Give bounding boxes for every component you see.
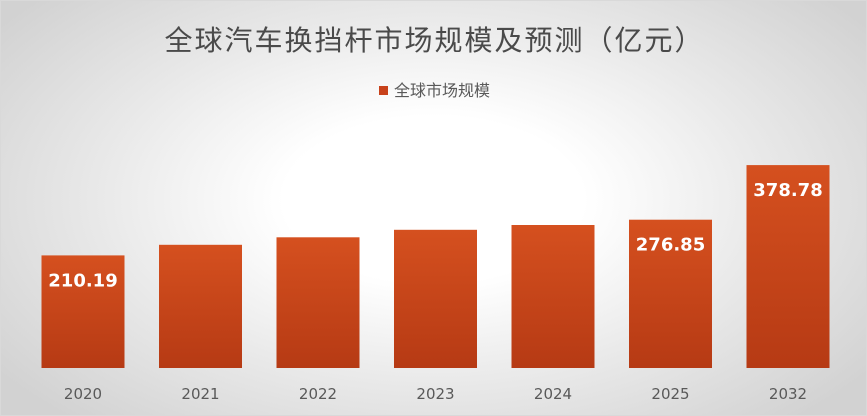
value-labels-layer: 210.19 276.85 378.78	[48, 180, 822, 291]
x-tick-2021: 2021	[181, 385, 219, 403]
bar-2032	[746, 165, 830, 368]
x-tick-2022: 2022	[299, 385, 337, 403]
x-tick-2032: 2032	[769, 385, 807, 403]
legend-swatch	[378, 86, 388, 95]
legend-label: 全球市场规模	[393, 81, 490, 100]
bar-2025	[629, 219, 712, 368]
bar-2022	[276, 237, 360, 368]
bar-2020	[41, 255, 125, 368]
bar-2021	[159, 244, 242, 368]
x-axis-ticks: 2020 2021 2022 2023 2024 2025 2032	[64, 385, 807, 403]
bars-layer	[41, 165, 830, 368]
x-tick-2020: 2020	[64, 385, 102, 403]
chart-title: 全球汽车换挡杆市场规模及预测（亿元）	[164, 24, 705, 57]
value-label-2025: 276.85	[636, 235, 705, 256]
bar-2024	[511, 225, 595, 368]
value-label-2032: 378.78	[753, 180, 822, 201]
chart-legend: 全球市场规模	[1, 77, 866, 101]
x-tick-2024: 2024	[534, 385, 572, 403]
value-label-2020: 210.19	[48, 270, 117, 291]
bar-2023	[394, 229, 477, 368]
x-tick-2025: 2025	[651, 385, 689, 403]
x-tick-2023: 2023	[416, 385, 454, 403]
